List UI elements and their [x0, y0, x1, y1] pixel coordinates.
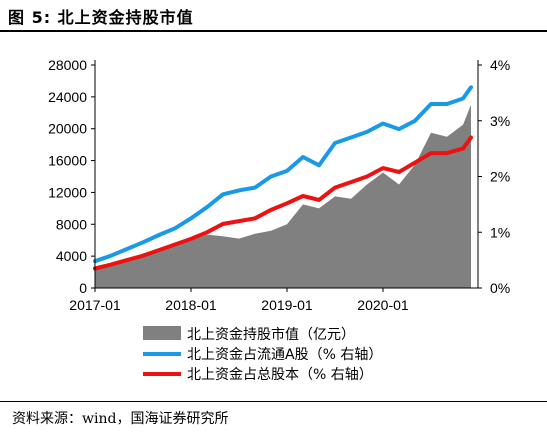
y-right-tick-label: 2% [490, 169, 510, 185]
y-right-tick-label: 3% [490, 113, 510, 129]
series-line-total-share [93, 135, 473, 271]
series-layer [93, 85, 473, 288]
x-tick-label: 2018-01 [165, 297, 217, 313]
x-tick-label: 2019-01 [261, 297, 313, 313]
figure-title: 图 5: 北上资金持股市值 [8, 8, 194, 27]
y-right-tick-label: 1% [490, 224, 510, 240]
y-right-tick-label: 4% [490, 57, 510, 73]
y-left-tick-label: 0 [79, 280, 87, 296]
axes-layer: 0 4000 8000 12000 16000 20000 24000 28000 0% 1% 2%… [48, 57, 510, 313]
y-left-tick-label: 20000 [48, 121, 87, 137]
series-area-market-value [95, 104, 471, 288]
series-line-float-share [93, 85, 473, 264]
y-left-tick-label: 28000 [48, 57, 87, 73]
y-left-tick-label: 4000 [56, 248, 87, 264]
source-rule [0, 401, 547, 402]
x-tick-label: 2017-01 [69, 297, 121, 313]
y-left-tick-label: 12000 [48, 184, 87, 200]
title-rule [0, 30, 547, 32]
legend-label: 北上资金持股市值（亿元） [187, 326, 355, 343]
legend: 北上资金持股市值（亿元） 北上资金占流通A股（% 右轴） 北上资金占总股本（% 右轴… [143, 326, 382, 383]
y-right-tick-label: 0% [490, 280, 510, 296]
source-note: 资料来源：wind，国海证券研究所 [12, 411, 229, 427]
y-left-tick-label: 16000 [48, 153, 87, 169]
legend-swatch-market-value [143, 326, 181, 340]
chart: 0 4000 8000 12000 16000 20000 24000 28000 0% 1% 2%… [48, 57, 510, 383]
y-left-tick-label: 8000 [56, 216, 87, 232]
legend-label: 北上资金占总股本（% 右轴） [187, 367, 373, 383]
x-tick-label: 2020-01 [357, 297, 409, 313]
legend-label: 北上资金占流通A股（% 右轴） [187, 347, 382, 363]
y-left-tick-label: 24000 [48, 89, 87, 105]
